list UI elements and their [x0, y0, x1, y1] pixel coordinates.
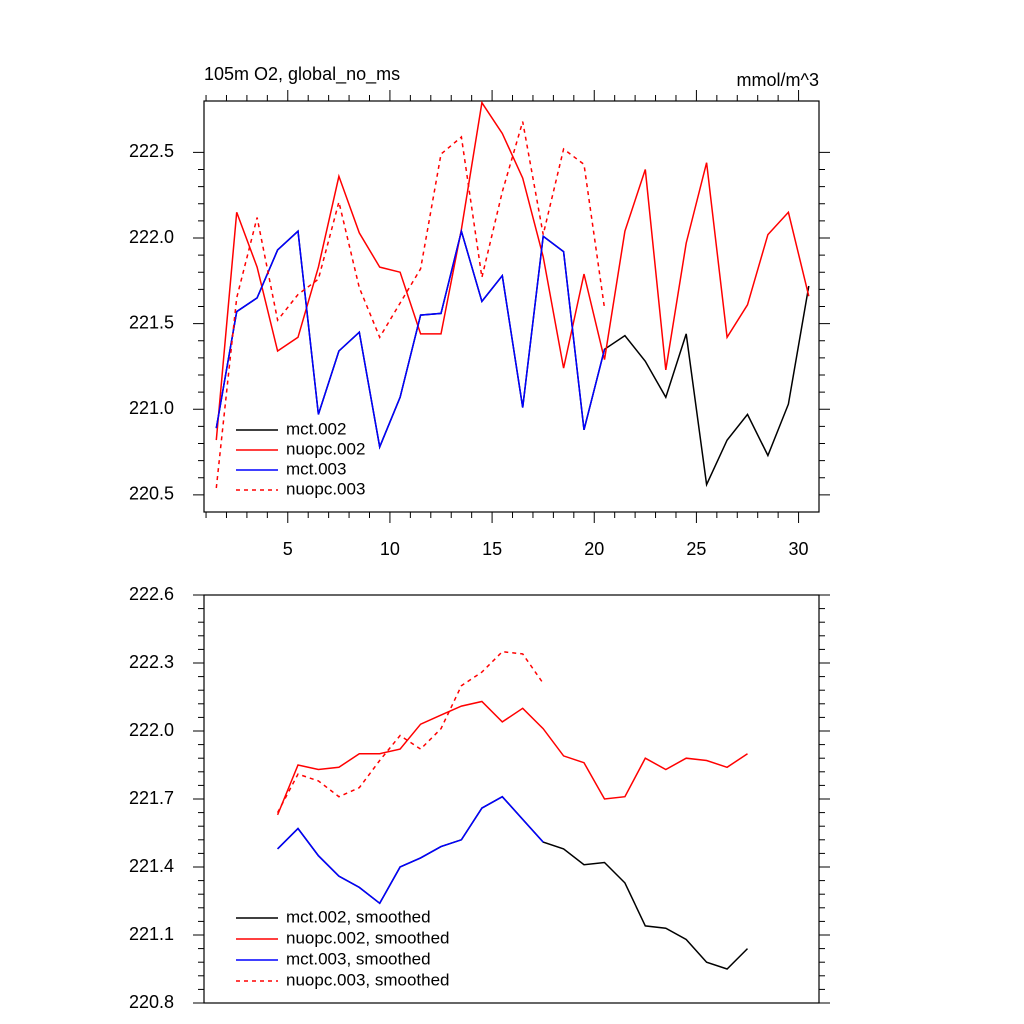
series-line: [276, 700, 748, 816]
x-tick-label: 20: [584, 539, 604, 559]
chart-title: 105m O2, global_no_ms: [204, 64, 400, 85]
x-tick-label: 10: [380, 539, 400, 559]
legend-label: nuopc.002, smoothed: [286, 928, 450, 947]
series-line: [277, 795, 544, 905]
y-tick-label: 220.8: [129, 992, 174, 1012]
y-tick-label: 221.5: [129, 312, 174, 332]
y-tick-label: 222.5: [129, 141, 174, 161]
legend-label: nuopc.002: [286, 439, 365, 458]
series-line: [215, 228, 606, 450]
legend-label: mct.003: [286, 459, 346, 478]
series-line: [276, 650, 544, 813]
series-line: [215, 121, 606, 489]
y-tick-label: 222.0: [129, 227, 174, 247]
x-tick-label: 15: [482, 539, 502, 559]
x-tick-label: 25: [686, 539, 706, 559]
x-tick-label: 5: [283, 539, 293, 559]
y-tick-label: 222.3: [129, 652, 174, 672]
x-tick-label: 30: [789, 539, 809, 559]
y-tick-label: 222.6: [129, 584, 174, 604]
y-tick-label: 221.7: [129, 788, 174, 808]
legend-label: nuopc.003: [286, 479, 365, 498]
y-tick-label: 221.1: [129, 924, 174, 944]
legend-label: mct.002, smoothed: [286, 907, 431, 926]
chart-units: mmol/m^3: [737, 70, 819, 90]
legend-label: mct.002: [286, 419, 346, 438]
series-line: [215, 100, 810, 441]
y-tick-label: 220.5: [129, 484, 174, 504]
y-tick-label: 222.0: [129, 720, 174, 740]
legend-label: mct.003, smoothed: [286, 949, 431, 968]
y-tick-label: 221.0: [129, 398, 174, 418]
legend-label: nuopc.003, smoothed: [286, 970, 450, 989]
y-tick-label: 221.4: [129, 856, 174, 876]
